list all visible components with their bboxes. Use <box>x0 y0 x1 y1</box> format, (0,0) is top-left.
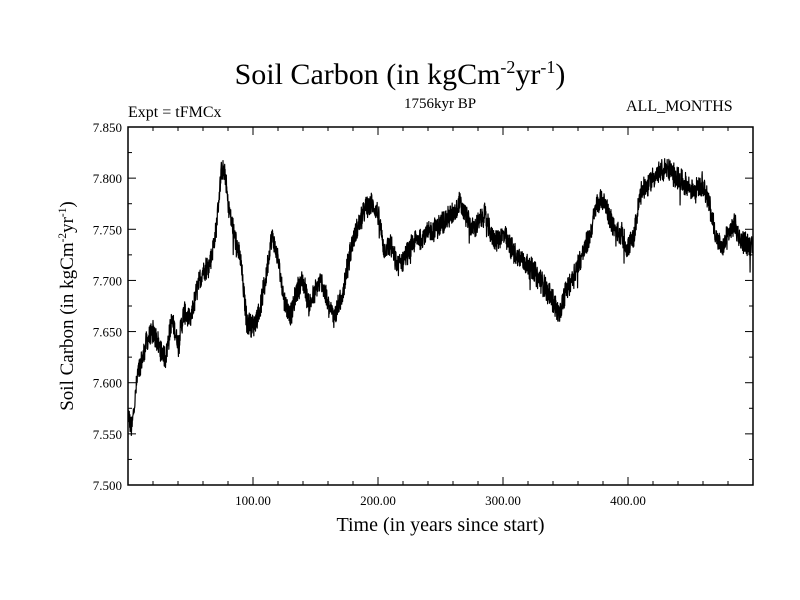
y-tick-label: 7.600 <box>93 376 122 391</box>
y-tick-label: 7.800 <box>93 171 122 186</box>
y-tick-label: 7.650 <box>93 325 122 340</box>
months-label: ALL_MONTHS <box>626 98 733 115</box>
y-tick-label: 7.500 <box>93 478 122 493</box>
chart-subtitle: 1756kyr BP <box>403 96 477 112</box>
axis-ticks: 7.500 7.550 7.600 7.650 7.700 7.750 7.800 7.850… <box>93 120 753 508</box>
series-line <box>127 158 754 437</box>
x-tick-label: 200.00 <box>360 493 396 508</box>
y-tick-label: 7.750 <box>93 222 122 237</box>
x-tick-label: 400.00 <box>610 493 646 508</box>
x-axis-title: Time (in years since start) <box>336 514 545 536</box>
series-layer <box>127 158 754 437</box>
x-tick-label: 300.00 <box>485 493 521 508</box>
x-tick-label: 100.00 <box>235 493 271 508</box>
y-tick-label: 7.850 <box>93 120 122 135</box>
chart-title: Soil Carbon (in kgCm-2yr-1) <box>234 57 566 91</box>
experiment-label: Expt = tFMCx <box>128 104 222 121</box>
y-tick-label: 7.700 <box>93 273 122 288</box>
plot-frame <box>127 126 754 486</box>
y-tick-label: 7.550 <box>93 427 122 442</box>
